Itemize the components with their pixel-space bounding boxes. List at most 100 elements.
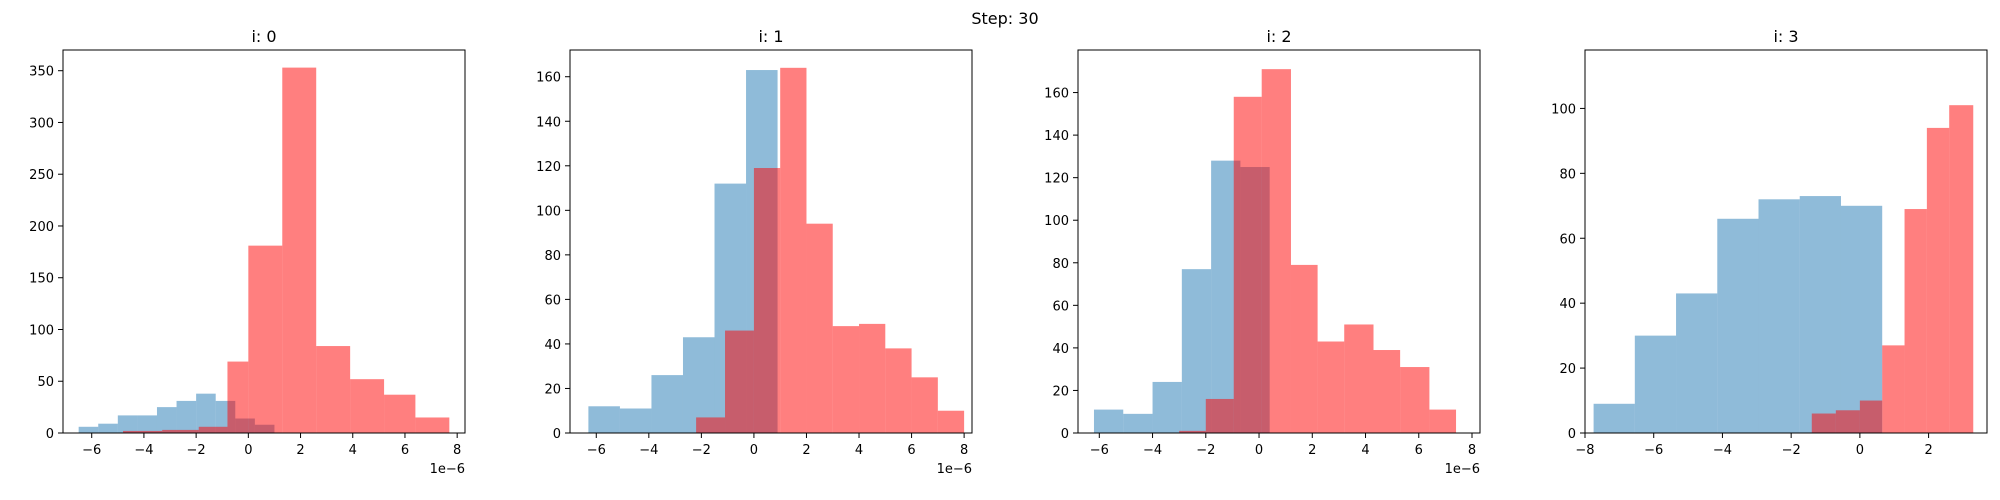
y-tick-label: 200: [29, 220, 54, 235]
y-tick-label: 80: [1559, 167, 1576, 182]
y-tick-label: 40: [1052, 342, 1069, 357]
red-bar: [1344, 324, 1374, 433]
blue-bar: [98, 423, 118, 433]
red-bar: [1429, 409, 1457, 433]
blue-bar: [1152, 381, 1182, 433]
blue-bar: [176, 400, 197, 433]
blue-bar: [117, 415, 138, 433]
blue-bar: [1717, 218, 1759, 433]
x-tick-label: 6: [1415, 443, 1423, 458]
bars: [1593, 105, 1974, 433]
red-bar: [725, 330, 754, 433]
red-bar: [1859, 400, 1883, 433]
blue-bar: [1799, 196, 1841, 433]
x-tick-label: 0: [1856, 443, 1864, 458]
red-bar: [1835, 410, 1860, 433]
x-tick-label: −2: [1196, 443, 1215, 458]
red-bar: [384, 394, 416, 433]
y-tick-label: 0: [553, 427, 561, 442]
x-tick-label: 0: [244, 443, 252, 458]
blue-bar: [1593, 403, 1635, 433]
y-tick-label: 20: [1052, 384, 1069, 399]
red-bar: [832, 326, 860, 433]
y-tick-label: 60: [1052, 299, 1069, 314]
x-tick-label: 8: [960, 443, 968, 458]
red-bar: [753, 168, 781, 433]
histogram-panel-0: −6 −4 −2 0 2 4 6 8 0 50 100 150 200 250 300 350 i: 0 1e−6: [29, 27, 466, 477]
red-bar: [316, 346, 351, 433]
x-offset-label: 1e−6: [937, 462, 972, 477]
blue-bar: [156, 407, 177, 433]
blue-bar: [1093, 409, 1124, 433]
y-tick-label: 120: [536, 160, 561, 175]
x-tick-label: −4: [1143, 443, 1162, 458]
x-tick-label: −6: [1090, 443, 1109, 458]
figure-title: Step: 30: [971, 9, 1038, 28]
y-tick-label: 100: [1044, 214, 1069, 229]
red-bar: [911, 377, 938, 433]
y-tick-label: 60: [544, 293, 561, 308]
y-tick-label: 40: [1559, 297, 1576, 312]
x-tick-label: 0: [750, 443, 758, 458]
x-tick-label: −6: [82, 443, 101, 458]
blue-bar: [682, 337, 715, 433]
red-bar: [1205, 398, 1234, 433]
x-tick-label: −6: [587, 443, 606, 458]
red-bar: [248, 245, 283, 433]
y-tick-label: 0: [1061, 427, 1069, 442]
blue-bar: [651, 375, 683, 433]
panel-title: i: 2: [1266, 27, 1291, 46]
red-bar: [1317, 341, 1345, 433]
x-tick-label: 6: [401, 443, 409, 458]
y-tick-label: 40: [544, 338, 561, 353]
x-tick-label: −2: [187, 443, 206, 458]
red-bar: [1949, 105, 1974, 433]
y-tick-label: 50: [37, 375, 54, 390]
x-tick-label: −2: [692, 443, 711, 458]
bars: [1093, 69, 1457, 433]
axes-frame: [1077, 49, 1481, 434]
red-bar: [806, 223, 833, 433]
blue-bar: [137, 415, 157, 433]
red-bar: [1233, 96, 1262, 433]
blue-bar: [588, 406, 620, 433]
x-offset-label: 1e−6: [1445, 462, 1480, 477]
x-offset-label: 1e−6: [430, 462, 465, 477]
red-bar: [1290, 264, 1318, 433]
red-bar: [885, 348, 912, 433]
blue-bar: [1676, 293, 1718, 433]
red-bar: [1400, 367, 1430, 433]
red-bar: [350, 379, 385, 433]
axes-frame: [62, 49, 466, 434]
y-tick-label: 350: [29, 65, 54, 80]
y-tick-label: 150: [29, 272, 54, 287]
red-bar: [227, 361, 249, 433]
bars: [78, 67, 450, 433]
red-bar: [937, 410, 965, 433]
y-tick-label: 20: [544, 382, 561, 397]
x-tick-label: 6: [907, 443, 915, 458]
y-tick-label: 0: [1568, 427, 1576, 442]
axes-frame: [1584, 49, 1988, 434]
blue-bar: [1840, 205, 1883, 433]
y-tick-label: 300: [29, 116, 54, 131]
y-tick-label: 0: [46, 427, 54, 442]
red-bar: [780, 67, 807, 433]
y-tick-label: 60: [1559, 232, 1576, 247]
blue-bar: [1634, 335, 1677, 433]
y-tick-label: 80: [544, 249, 561, 264]
x-tick-label: 2: [1308, 443, 1316, 458]
red-bar: [696, 417, 726, 433]
x-tick-label: −4: [1713, 443, 1732, 458]
blue-bar: [196, 393, 216, 433]
y-tick-label: 250: [29, 168, 54, 183]
blue-bar: [78, 426, 99, 433]
x-tick-label: −4: [134, 443, 153, 458]
x-tick-label: 8: [453, 443, 461, 458]
x-tick-label: 4: [1361, 443, 1369, 458]
y-tick-label: 160: [1044, 87, 1069, 102]
